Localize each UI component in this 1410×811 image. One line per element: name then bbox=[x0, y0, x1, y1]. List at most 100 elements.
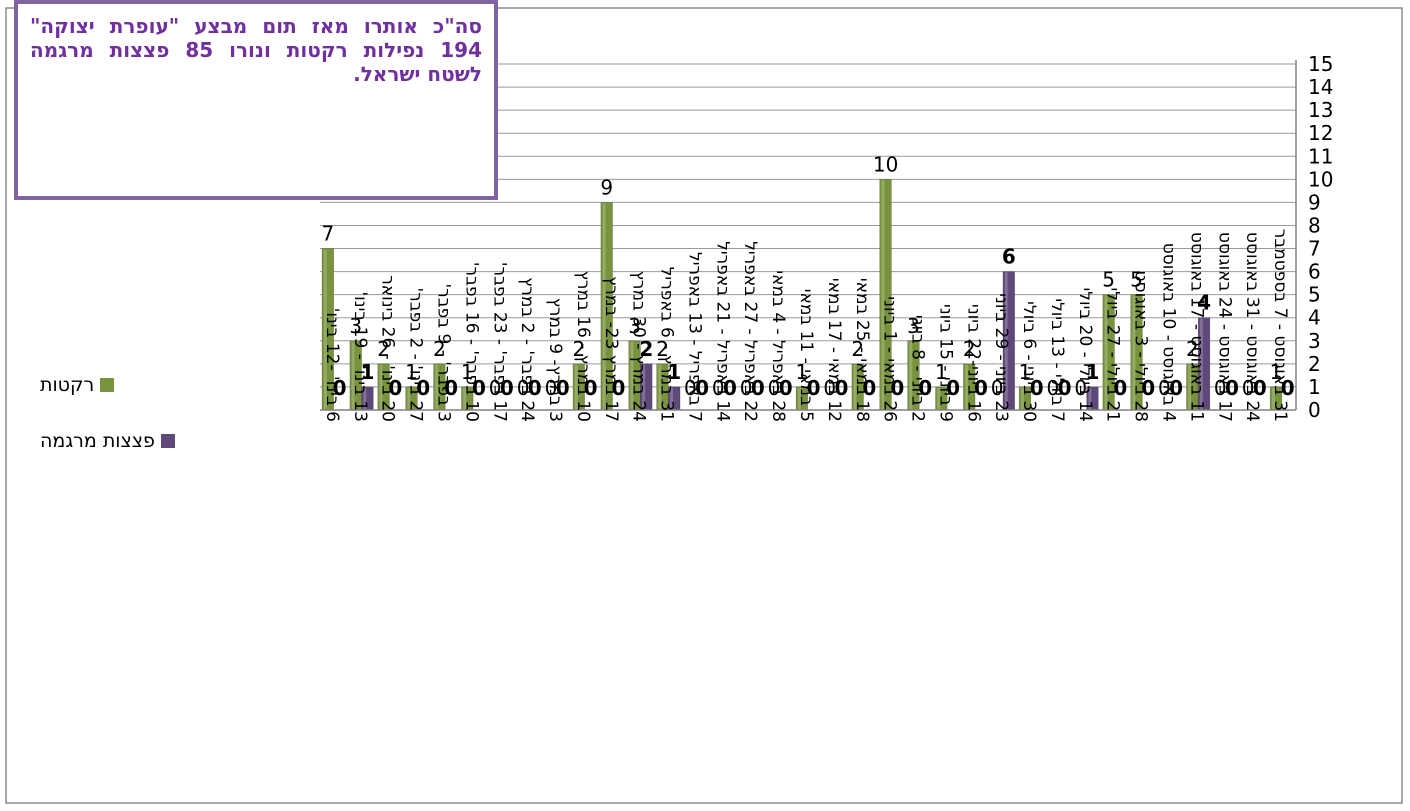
data-label-rockets: 0 bbox=[489, 376, 502, 400]
bar-highlight bbox=[965, 364, 969, 409]
data-label-rockets: 0 bbox=[545, 376, 558, 400]
data-label-rockets: 0 bbox=[740, 376, 753, 400]
bar-highlight bbox=[1104, 295, 1108, 409]
summary-note: סה"כ אותרו מאז תום מבצע "עופרת יצוקה" 19… bbox=[14, 0, 498, 200]
legend-swatch-mortars bbox=[160, 434, 175, 448]
data-label-mortars: 4 bbox=[1197, 291, 1211, 315]
data-label-rockets: 0 bbox=[1158, 376, 1171, 400]
bar-highlight bbox=[363, 387, 367, 409]
data-label-rockets: 5 bbox=[1130, 268, 1143, 292]
x-tick-label: 30 ביוני - 6 ביולי bbox=[1019, 301, 1039, 422]
y-tick-label: 4 bbox=[1308, 306, 1321, 330]
bar-highlight bbox=[1088, 387, 1092, 409]
x-tick-label: 14 ביולי - 20 ביולי bbox=[1075, 288, 1095, 423]
data-label-mortars: 0 bbox=[974, 376, 988, 400]
data-label-rockets: 3 bbox=[907, 314, 920, 338]
bar-highlight bbox=[463, 387, 467, 409]
x-tick-label: 24 במרץ - 30 במרץ bbox=[629, 271, 649, 422]
data-label-rockets: 0 bbox=[1047, 376, 1060, 400]
legend-label-mortars: פצצות מרגמה bbox=[40, 430, 155, 452]
bar-highlight bbox=[351, 341, 355, 409]
data-label-mortars: 0 bbox=[500, 376, 514, 400]
data-label-rockets: 2 bbox=[963, 337, 976, 361]
data-label-rockets: 2 bbox=[572, 337, 585, 361]
y-tick-label: 5 bbox=[1308, 283, 1321, 307]
x-tick-label: 17 במרץ 23- במרץ bbox=[601, 276, 621, 422]
data-label-rockets: 1 bbox=[1270, 360, 1283, 384]
x-tick-label: 13 בינו' - 19 בינו' bbox=[350, 291, 370, 422]
bar-highlight bbox=[323, 249, 327, 409]
bar-highlight bbox=[1188, 364, 1192, 409]
data-label-mortars: 0 bbox=[1225, 376, 1239, 400]
bar-highlight bbox=[435, 364, 439, 409]
data-label-rockets: 0 bbox=[684, 376, 697, 400]
x-tick-label: 3 בפבר' - 9 בפבר' bbox=[433, 284, 453, 423]
x-axis-labels: 6 בינו' -12 בינו' 13 בינו' - 19 בינו' 20 ב… bbox=[322, 229, 1290, 422]
data-label-rockets: 0 bbox=[1242, 376, 1255, 400]
y-tick-label: 12 bbox=[1308, 121, 1333, 145]
y-tick-label: 8 bbox=[1308, 213, 1321, 237]
x-tick-label: 7 ביולי - 13 ביולי bbox=[1047, 298, 1067, 422]
data-label-mortars: 0 bbox=[388, 376, 402, 400]
data-label-mortars: 0 bbox=[1113, 376, 1127, 400]
data-label-rockets: 0 bbox=[823, 376, 836, 400]
bar-highlight bbox=[797, 387, 801, 409]
data-label-mortars: 0 bbox=[611, 376, 625, 400]
bar-highlight bbox=[1004, 272, 1008, 409]
y-tick-label: 14 bbox=[1308, 75, 1333, 99]
data-label-mortars: 0 bbox=[584, 376, 598, 400]
bar-highlight bbox=[1271, 387, 1275, 409]
data-label-mortars: 0 bbox=[779, 376, 793, 400]
x-tick-label: 24 באוגוסט - 31 באוגוסט bbox=[1242, 232, 1262, 422]
x-tick-label: 17 באוגוסט - 24 באוגוסט bbox=[1214, 232, 1234, 422]
y-tick-label: 1 bbox=[1308, 375, 1321, 399]
x-tick-label: 5 במאי - 11 במאי bbox=[796, 289, 816, 422]
data-label-rockets: 2 bbox=[851, 337, 864, 361]
bar-highlight bbox=[642, 364, 646, 409]
data-label-mortars: 0 bbox=[1058, 376, 1072, 400]
bar-highlight bbox=[909, 341, 913, 409]
legend-item-mortars: פצצות מרגמה bbox=[40, 430, 175, 452]
y-tick-label: 0 bbox=[1308, 398, 1321, 422]
bar-highlight bbox=[602, 203, 606, 409]
x-tick-label: 23 ביוני - 29 ביוני bbox=[991, 293, 1011, 422]
x-tick-label: 27 בינו' - 2 בפבר' bbox=[406, 287, 426, 422]
data-label-rockets: 10 bbox=[873, 152, 898, 176]
y-tick-label: 15 bbox=[1308, 52, 1333, 76]
bar-highlight bbox=[853, 364, 857, 409]
data-label-rockets: 1 bbox=[405, 360, 418, 384]
data-label-mortars: 0 bbox=[556, 376, 570, 400]
data-label-mortars: 0 bbox=[751, 376, 765, 400]
data-label-mortars: 1 bbox=[360, 360, 374, 384]
data-label-mortars: 0 bbox=[807, 376, 821, 400]
data-label-rockets: 0 bbox=[1074, 376, 1087, 400]
data-label-mortars: 0 bbox=[333, 376, 347, 400]
data-label-rockets: 2 bbox=[433, 337, 446, 361]
bar-highlight bbox=[881, 180, 885, 409]
data-label-rockets: 7 bbox=[321, 222, 334, 246]
data-label-mortars: 0 bbox=[946, 376, 960, 400]
x-tick-label: 17 בפבר' - 23 בפבר' bbox=[489, 262, 509, 422]
data-label-mortars: 0 bbox=[528, 376, 542, 400]
data-label-rockets: 0 bbox=[1214, 376, 1227, 400]
data-label-rockets: 0 bbox=[991, 376, 1004, 400]
data-label-rockets: 2 bbox=[1186, 337, 1199, 361]
x-tick-label: 12 במאי - 17 במאי bbox=[824, 278, 844, 422]
x-tick-label: 3 במרץ- 9 במרץ bbox=[545, 298, 565, 422]
x-tick-label: 24 בפבר' - 2 במרץ bbox=[517, 277, 537, 422]
y-tick-label: 13 bbox=[1308, 98, 1333, 122]
data-label-rockets: 1 bbox=[1019, 360, 1032, 384]
data-label-mortars: 0 bbox=[890, 376, 904, 400]
x-tick-label: 28 ביולי - 3 באוגוסט bbox=[1131, 271, 1151, 422]
x-tick-label: 7 באפריל - 13 באפריל bbox=[684, 252, 704, 422]
data-label-rockets: 2 bbox=[656, 337, 669, 361]
data-label-mortars: 1 bbox=[667, 360, 681, 384]
bar-highlight bbox=[1020, 387, 1024, 409]
data-label-mortars: 2 bbox=[639, 337, 653, 361]
x-tick-label: 10 בפבר' - 16 בפבר' bbox=[461, 262, 481, 422]
data-label-rockets: 3 bbox=[628, 314, 641, 338]
data-label-rockets: 1 bbox=[935, 360, 948, 384]
x-tick-label: 31 במרץ - 6 באפריל bbox=[657, 267, 677, 422]
data-label-rockets: 0 bbox=[712, 376, 725, 400]
bar-highlight bbox=[379, 364, 383, 409]
